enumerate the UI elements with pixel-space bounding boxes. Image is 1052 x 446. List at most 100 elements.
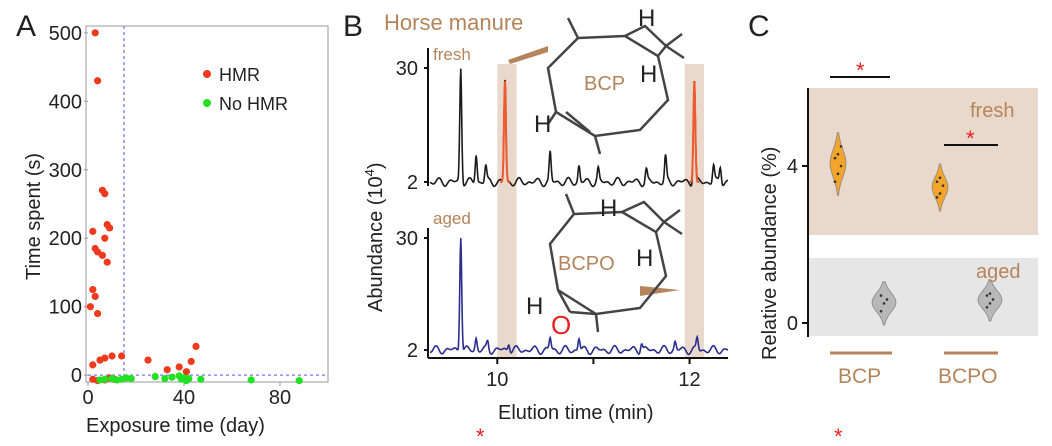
hmr-point [86,303,94,311]
aged-label: aged [433,209,471,228]
highlight-window [497,64,517,358]
panel-c-violins [829,132,1003,326]
bcpo-h3: H [526,293,543,320]
fresh-band [808,88,1038,235]
violin-point [879,309,883,313]
panel-c-ytick-label: 0 [787,313,798,335]
fresh-bcpo-violin [931,163,949,212]
panel-b-ticks: 2 30 2 30 10 12 [396,58,701,391]
violin-point [833,156,837,160]
panel-b-ylabel-close: ) [365,162,387,169]
violin-point [938,176,942,180]
violin-point [885,298,889,301]
bcp-structure [546,17,685,155]
violin-point [839,164,843,168]
violin-point [988,302,992,305]
violin-point [985,294,989,297]
violin-point [836,172,840,176]
no-hmr-point [101,375,109,383]
violin-point [833,180,837,183]
panel-a-xtick-label: 40 [173,387,195,409]
violin-point [988,292,992,295]
hmr-point [108,352,116,360]
hmr-point [163,366,171,374]
panel-a-xlabel: Exposure time (day) [86,415,265,437]
highlight-peak [500,81,510,183]
legend-hmr-label: HMR [219,65,260,85]
hmr-point [106,224,114,232]
no-hmr-point [161,374,169,383]
hmr-point [94,309,102,318]
no-hmr-point [127,374,135,383]
fresh-trace [429,68,729,188]
panel-b-letter: B [343,10,363,43]
bcpo-category-label: BCPO [938,365,998,388]
highlight-peak [689,81,700,183]
no-hmr-point [247,376,255,384]
violin-point [935,180,939,183]
hmr-point [89,227,97,235]
panel-a-letter: A [16,10,36,43]
hmr-point [91,29,99,37]
panel-a-ytick-label: 100 [49,297,82,319]
hmr-point [101,234,109,242]
legend-hmr-marker [203,70,211,78]
panel-a-ytick-label: 400 [49,91,82,113]
violin-point [938,192,942,195]
bcp-arrow-icon [508,46,548,64]
violin-point [879,294,883,297]
bcp-category-label: BCP [838,365,881,388]
violin-point [991,298,995,301]
panel-b-ytick-label: 30 [396,58,418,80]
bcpo-name: BCPO [558,253,615,275]
footer-mark-2: * [834,424,843,446]
hmr-point [101,190,109,198]
panel-b-title: Horse manure [384,10,523,35]
panel-a-ytick-label: 300 [49,160,82,182]
panel-a-ytick-label: 500 [49,23,82,45]
aged-bcpo-violin [977,279,1003,322]
panel-a-xtick-label: 80 [269,387,291,409]
fresh-label: fresh [433,45,471,64]
panel-c-ticks: 04 [787,156,808,335]
panel-a-frame [85,25,329,383]
aged-band-label: aged [976,261,1021,283]
no-hmr-point [185,374,193,383]
bcp-h2: H [640,61,657,88]
bcp-h3: H [534,111,551,138]
bcpo-oxygen: O [551,310,571,340]
violin-point [836,152,840,156]
sig-star-bcp: * [856,58,865,83]
bcpo-arrow-icon [640,286,680,296]
panel-b-xtick-label: 10 [486,369,508,391]
panel-b-ytick-label: 2 [407,172,418,194]
hmr-point [103,258,111,266]
panel-b-ylabel-main: Abundance (10 [365,176,387,312]
bcpo-structure [548,193,683,333]
panel-b-ytick-label: 30 [396,228,418,250]
panel-b-highlights [497,64,704,358]
no-hmr-point [295,377,303,385]
violin-point [941,184,945,187]
panel-b-ytick-label: 2 [407,340,418,362]
bcp-h1: H [638,5,655,32]
panel-b-xlabel: Elution time (min) [498,402,654,424]
hmr-point [91,292,99,301]
footer-mark-1: * [476,424,485,446]
violin-point [985,306,989,309]
panel-a-ylabel: Time spent (s) [23,153,45,280]
no-hmr-point [197,375,205,383]
no-hmr-point [151,372,159,381]
hmr-point [101,354,109,362]
hmr-point [144,356,152,364]
highlight-window [684,64,704,358]
panel-b-highlight-peaks [500,81,700,183]
violin-point [839,145,843,148]
no-hmr-point [168,373,176,381]
fresh-bcp-violin [829,132,847,196]
hmr-point [187,357,195,366]
panel-a-xtick-label: 0 [82,387,93,409]
violin-point [935,196,939,199]
bcp-name: BCP [584,73,625,95]
